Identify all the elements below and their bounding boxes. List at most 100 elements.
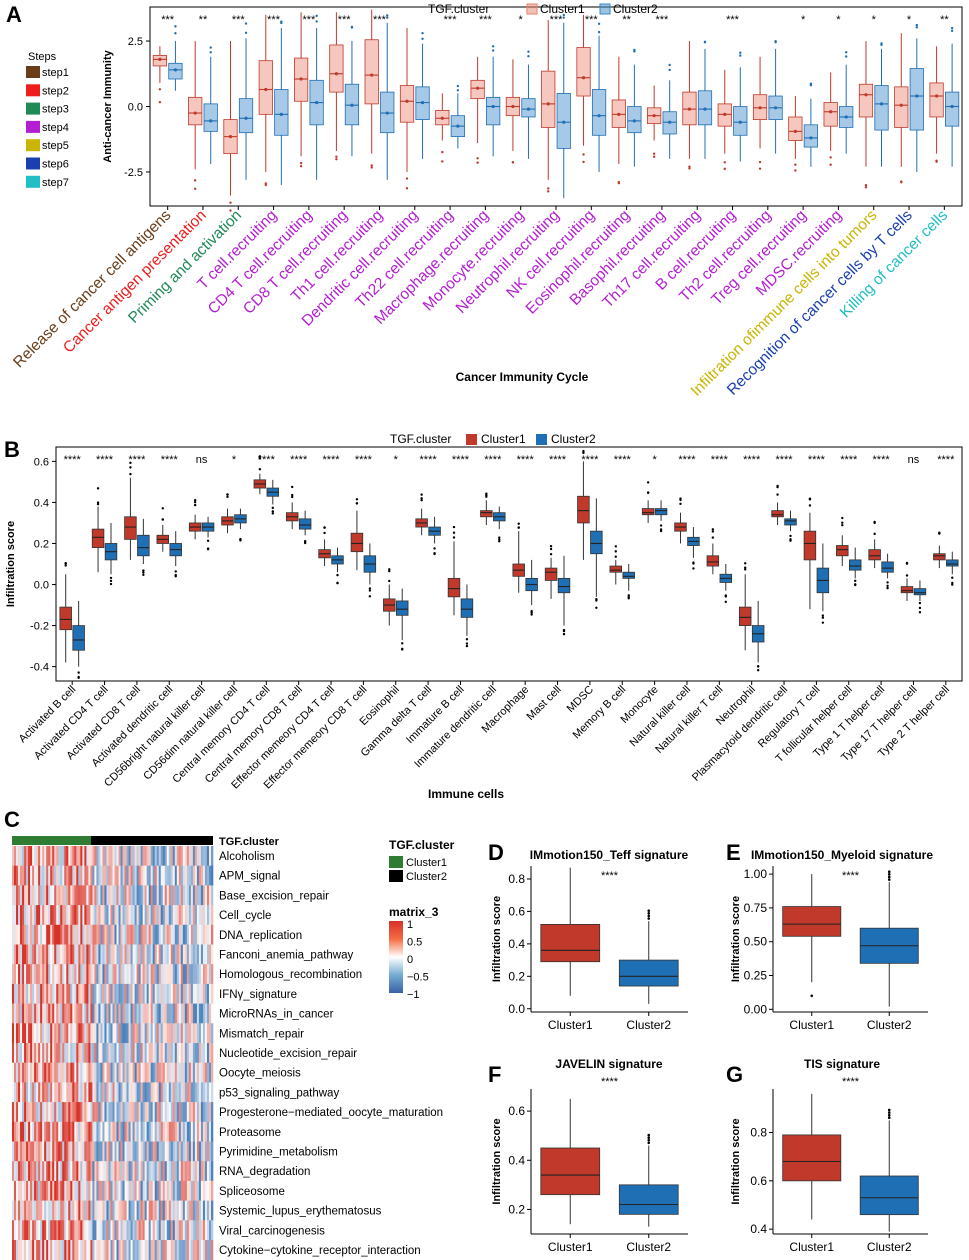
panel-a-outlier [864,184,868,187]
panel-b-ytick-label: 0.6 [34,456,49,468]
heatmap-cell [140,1121,143,1142]
heatmap-cell [20,1062,23,1083]
heatmap-cell [154,1082,158,1103]
heatmap-cell [128,1003,131,1024]
panel-a-box-cluster2-mean-dot [562,120,566,124]
heatmap-cell [184,1180,188,1201]
panel-a-ytick-label: 0.0 [128,102,143,114]
heatmap-cell [64,1121,67,1142]
heatmap-cell [112,1062,115,1083]
heatmap-cell [24,1003,27,1024]
heatmap-cell [158,1220,162,1241]
heatmap-cell [206,964,210,985]
heatmap-cell [210,1200,214,1221]
heatmap-cell [66,1220,69,1241]
panel-e-myeloid-signature: IMmotion150_Myeloid signature0.000.250.5… [730,848,933,1032]
heatmap-cell [172,885,176,906]
heatmap-cell [142,1102,145,1123]
heatmap-cell [150,1220,153,1241]
heatmap-cell [128,1023,131,1044]
heatmap-cell [108,1141,111,1162]
heatmap-cell [152,885,156,906]
heatmap-cell [68,1200,71,1221]
heatmap-cell [164,1062,168,1083]
heatmap-cell [98,1161,101,1182]
heatmap-cell [102,1082,105,1103]
heatmap-cell [190,905,194,926]
heatmap-cell [86,983,89,1004]
heatmap-cell [92,1003,95,1024]
heatmap-cell [86,944,89,965]
heatmap-cell [24,1121,27,1142]
panel-a-significance: *** [550,14,564,26]
heatmap-cell [36,1180,39,1201]
panel-a-outlier [209,46,212,49]
heatmap-cell [138,1102,141,1123]
heatmap-cell [20,944,23,965]
heatmap-cell [18,944,21,965]
heatmap-cell [20,1003,23,1024]
small-panel-box-cluster1-box [540,924,601,963]
heatmap-cell [186,944,190,965]
heatmap-cell [46,1003,49,1024]
heatmap-cell [180,1220,184,1241]
heatmap-cell [162,1102,166,1123]
heatmap-cell [60,1161,63,1182]
heatmap-cell [164,1102,168,1123]
heatmap-cell [190,1082,194,1103]
heatmap-cell [150,924,153,945]
heatmap-cell [146,846,149,866]
heatmap-cell [82,1023,85,1044]
heatmap-cell [132,1141,135,1162]
heatmap-cell [22,905,25,926]
heatmap-cell [34,1161,37,1182]
heatmap-cell [22,846,25,866]
heatmap-cell [164,1141,168,1162]
heatmap-cell [188,1003,192,1024]
heatmap-cell [12,1003,15,1024]
heatmap-cell [76,1062,79,1083]
heatmap-cell [206,1023,210,1044]
panel-a-outlier [829,163,832,166]
panel-a-outlier [794,163,797,166]
heatmap-cell [42,1003,45,1024]
panel-b-box-cluster1-box [447,577,461,598]
heatmap-cell [18,1240,21,1260]
heatmap-cell [174,964,178,985]
heatmap-cell [104,1003,107,1024]
panel-a-box-cluster2-mean-dot [915,94,919,98]
heatmap-cell [112,1102,115,1123]
heatmap-cell [160,924,164,945]
small-panel-ytick-label: 0.8 [750,1126,767,1140]
panel-b-outlier [388,579,391,583]
panel-b-outlier [789,534,792,538]
heatmap-cell [18,905,21,926]
heatmap-cell [200,1102,204,1123]
heatmap-cell [44,846,47,866]
heatmap-cell [58,1141,61,1162]
heatmap-cell [204,1220,208,1241]
heatmap-cell [68,964,71,985]
panel-a-significance: *** [338,14,352,26]
heatmap-cell [46,983,49,1004]
heatmap-cell [140,944,143,965]
heatmap-cell [190,1220,194,1241]
heatmap-cell [158,1121,162,1142]
heatmap-cell [128,1043,131,1063]
heatmap-cell [36,1240,39,1260]
heatmap-cell [22,1200,25,1221]
heatmap-cell [210,924,214,945]
heatmap-cell [108,924,111,945]
heatmap-cell [22,1023,25,1044]
heatmap-cell [164,1003,168,1024]
heatmap-cell [56,1220,59,1241]
heatmap-cell [128,1180,131,1201]
heatmap-cell [118,1200,121,1221]
panel-b-outlier [433,547,436,550]
heatmap-cell [94,1240,97,1260]
heatmap-cell [130,1240,133,1260]
heatmap-cell [208,865,212,886]
heatmap-cell [156,1102,160,1123]
heatmap-cell [72,1180,75,1201]
heatmap-cell [134,1200,137,1221]
